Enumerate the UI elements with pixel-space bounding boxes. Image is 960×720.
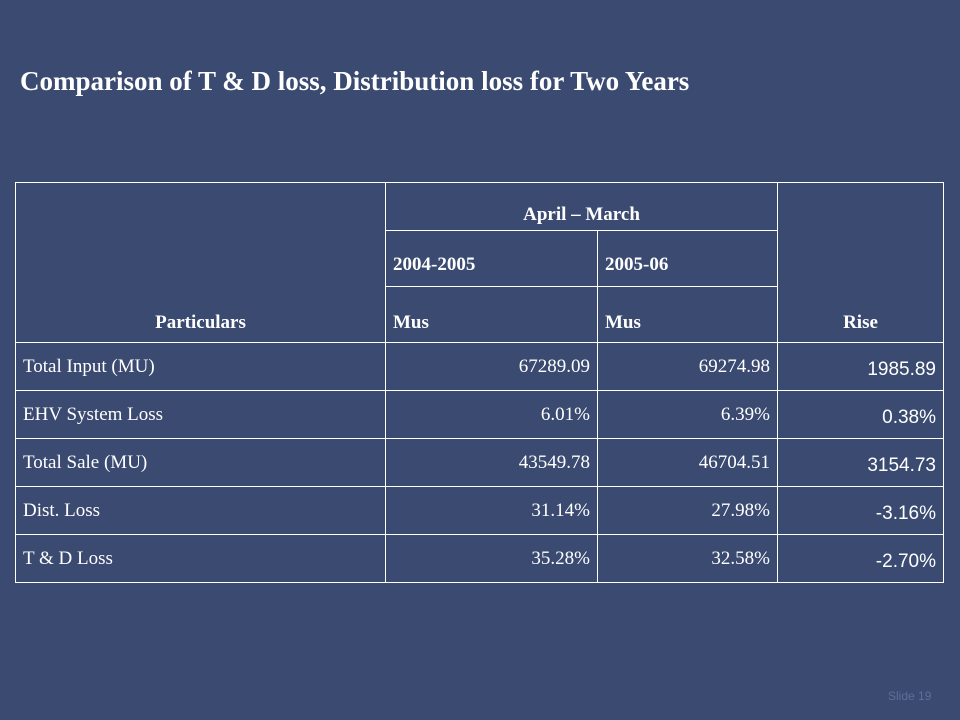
row-rise-value: 0.38% xyxy=(777,390,944,439)
row-year-1-value: 6.01% xyxy=(385,390,598,439)
row-year-1-value: 43549.78 xyxy=(385,438,598,487)
row-label: Total Sale (MU) xyxy=(15,438,386,487)
row-year-1-value: 67289.09 xyxy=(385,342,598,391)
row-year-2-value: 46704.51 xyxy=(597,438,778,487)
row-label: T & D Loss xyxy=(15,534,386,583)
header-rise: Rise xyxy=(777,182,944,343)
table-row: Total Sale (MU) 43549.78 46704.51 3154.7… xyxy=(15,438,944,487)
header-row-period: Particulars April – March Rise xyxy=(15,182,944,343)
row-rise-value: -3.16% xyxy=(777,486,944,535)
table-row: Total Input (MU) 67289.09 69274.98 1985.… xyxy=(15,342,944,391)
header-row-units: Mus Mus xyxy=(16,286,944,343)
row-year-1-value: 35.28% xyxy=(385,534,598,583)
header-unit-2: Mus xyxy=(597,286,778,343)
row-label: Total Input (MU) xyxy=(15,342,386,391)
slide-number: Slide 19 xyxy=(888,689,932,703)
table-row: T & D Loss 35.28% 32.58% -2.70% xyxy=(15,534,944,583)
slide-title: Comparison of T & D loss, Distribution l… xyxy=(20,66,690,96)
row-year-2-value: 27.98% xyxy=(597,486,778,535)
table-row: EHV System Loss 6.01% 6.39% 0.38% xyxy=(15,390,944,439)
header-unit-1: Mus xyxy=(385,286,598,343)
header-year-2: 2005-06 xyxy=(597,230,778,287)
row-year-1-value: 31.14% xyxy=(385,486,598,535)
row-year-2-value: 69274.98 xyxy=(597,342,778,391)
row-rise-value: 3154.73 xyxy=(777,438,944,487)
header-period: April – March xyxy=(385,182,778,231)
row-year-2-value: 32.58% xyxy=(597,534,778,583)
loss-comparison-table: Particulars April – March Rise 2004-2005… xyxy=(15,182,944,583)
row-label: EHV System Loss xyxy=(15,390,386,439)
row-label: Dist. Loss xyxy=(15,486,386,535)
header-particulars: Particulars xyxy=(15,182,386,343)
table-row: Dist. Loss 31.14% 27.98% -3.16% xyxy=(15,486,944,535)
row-year-2-value: 6.39% xyxy=(597,390,778,439)
row-rise-value: -2.70% xyxy=(777,534,944,583)
row-rise-value: 1985.89 xyxy=(777,342,944,391)
header-row-years: 2004-2005 2005-06 xyxy=(16,230,944,287)
header-year-1: 2004-2005 xyxy=(385,230,598,287)
